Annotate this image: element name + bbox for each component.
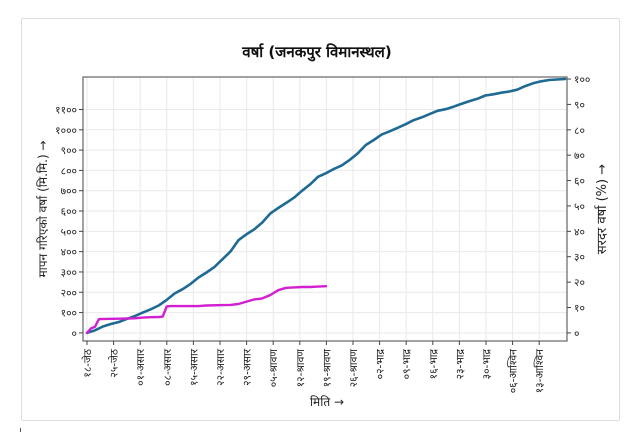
y2-tick-label: ४० — [574, 226, 585, 238]
series-line-measured-rainfall — [85, 285, 328, 335]
y-tick-label: १०० — [61, 308, 77, 320]
y2-tick-label: ८० — [574, 125, 585, 137]
x-tick-label: २९-असार — [242, 348, 254, 386]
x-tick-label: २२-असार — [215, 348, 227, 386]
y-tick-label: ० — [72, 328, 77, 340]
chart-title: वर्षा (जनकपुर विमानस्थल) — [241, 43, 391, 62]
x-axis-label: मिति → — [310, 395, 344, 409]
y-tick-label: ४०० — [61, 247, 77, 259]
y-tick-label: ७०० — [61, 186, 77, 198]
x-tick-label: १९-श्रावण — [321, 349, 333, 388]
y2-tick-label: २० — [574, 277, 585, 289]
x-tick-label: ०९-भाद्र — [401, 349, 413, 380]
y-tick-label: ९०० — [61, 145, 77, 157]
x-tick-label: ३०-भाद्र — [481, 349, 493, 380]
y2-tick-label: १० — [574, 302, 585, 314]
y-tick-label: ३०० — [61, 267, 77, 279]
x-tick-label: ०१-असार — [135, 348, 147, 386]
x-tick-label: १५-असार — [188, 348, 200, 386]
x-tick-label: ०५-श्रावण — [268, 349, 280, 388]
y2-tick-label: ३० — [574, 252, 585, 264]
divider — [20, 428, 21, 432]
y2-axis-label: सरदर वर्षा (%) → — [594, 164, 610, 254]
x-tick-label: १२-श्रावण — [295, 349, 307, 388]
x-tick-label: १३-आश्विन — [533, 349, 546, 393]
y2-tick-label: ६० — [574, 176, 585, 188]
x-tick-label: २५-जेठ — [108, 348, 121, 377]
y-tick-label: १००० — [55, 125, 77, 137]
x-tick-label: १६-भाद्र — [428, 349, 440, 380]
series-line-average-percent — [85, 77, 567, 335]
x-tick-label: ०८-असार — [162, 348, 174, 386]
y-axis-label: मापन गरिएको वर्षा (मि.मि.) → — [36, 140, 50, 277]
y2-tick-label: १०० — [574, 74, 590, 86]
y2-tick-label: ९० — [574, 99, 585, 111]
y2-tick-label: ७० — [574, 150, 585, 162]
y-tick-label: ५०० — [61, 226, 77, 238]
y-tick-label: २०० — [61, 287, 77, 299]
y2-tick-label: ५० — [574, 201, 585, 213]
y-tick-label: ६०० — [61, 206, 77, 218]
plot-area — [82, 76, 568, 342]
y-tick-label: ८०० — [61, 165, 77, 177]
x-tick-label: ०६-आश्विन — [507, 349, 520, 393]
y2-tick-label: ० — [574, 328, 579, 340]
y-tick-label: ११०० — [55, 104, 77, 116]
chart-card — [21, 18, 620, 421]
x-tick-label: ०२-भाद्र — [375, 349, 387, 380]
x-tick-label: १८-जेठ — [81, 348, 94, 377]
x-tick-label: २३-भाद्र — [454, 349, 466, 380]
x-tick-label: २६-श्रावण — [348, 349, 360, 388]
